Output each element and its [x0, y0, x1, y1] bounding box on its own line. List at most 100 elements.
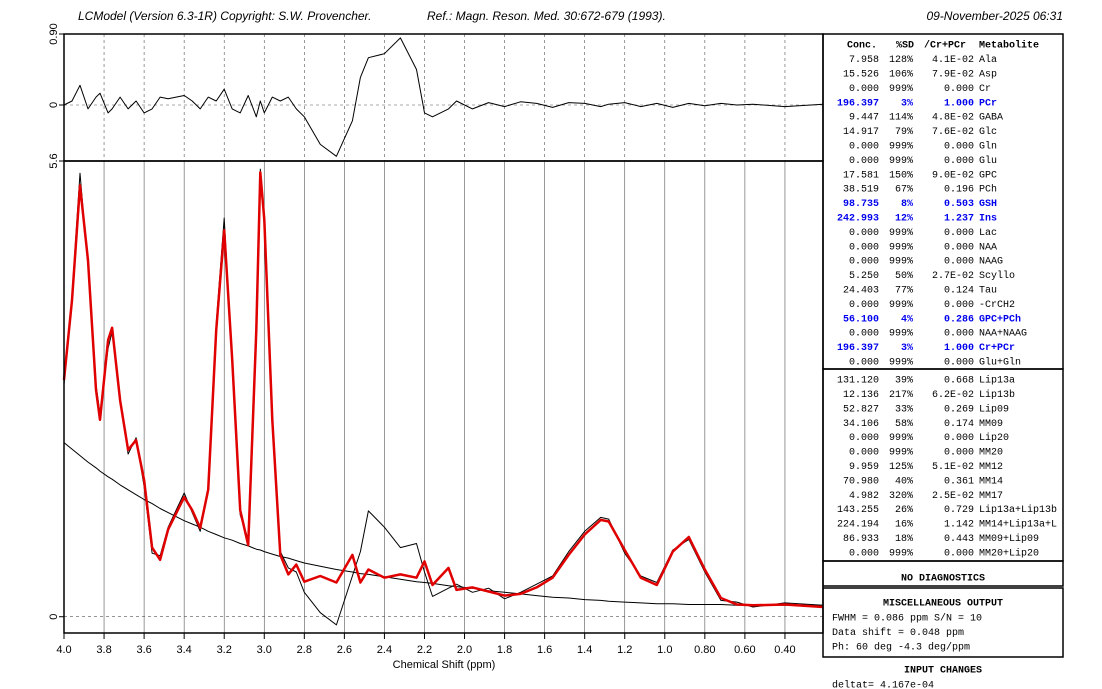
table-cell: 0.000 — [849, 242, 879, 253]
table-cell: 33% — [895, 404, 913, 415]
table-cell: 9.959 — [849, 462, 879, 473]
y-tick-label: 0 — [48, 102, 60, 108]
table-cell: 56.100 — [843, 314, 879, 325]
x-tick-label: 3.6 — [136, 644, 151, 656]
table-header: Conc. — [847, 41, 877, 52]
date: 09-November-2025 06:31 — [926, 9, 1063, 23]
table-cell: 2.5E-02 — [932, 491, 974, 502]
table-cell: 114% — [889, 113, 913, 124]
table-cell: 999% — [889, 329, 913, 340]
table-cell: 0.124 — [944, 286, 974, 297]
table-cell: 131.120 — [837, 376, 879, 387]
table-cell: 0.000 — [849, 433, 879, 444]
plot-frame — [63, 160, 824, 634]
plot-frame — [63, 33, 824, 162]
table-cell: 16% — [895, 520, 913, 531]
table-cell: Cr — [979, 84, 991, 95]
x-tick-label: 2.6 — [337, 644, 352, 656]
table-cell: 0.000 — [944, 358, 974, 369]
x-tick-label: 2.0 — [457, 644, 472, 656]
y-tick-label: 0.90 — [48, 23, 60, 44]
table-cell: 106% — [889, 70, 913, 81]
input-change-line: deltat= 4.167e-04 — [832, 680, 934, 689]
table-cell: 86.933 — [843, 534, 879, 545]
table-cell: 34.106 — [843, 419, 879, 430]
table-cell: 196.397 — [837, 98, 879, 109]
table-cell: -CrCH2 — [979, 300, 1015, 311]
table-cell: 58% — [895, 419, 913, 430]
table-cell: 4.982 — [849, 491, 879, 502]
x-tick-label: 1.8 — [497, 644, 512, 656]
table-cell: NAAG — [979, 257, 1003, 268]
table-cell: 125% — [889, 462, 913, 473]
table-header: /Cr+PCr — [924, 40, 966, 52]
table-cell: GSH — [979, 199, 997, 210]
y-tick-label: 0 — [48, 614, 60, 620]
table-cell: 39% — [895, 376, 913, 387]
table-cell: PCr — [979, 98, 997, 109]
table-cell: 52.827 — [843, 404, 879, 415]
x-tick-label: 0.40 — [774, 644, 795, 656]
table-cell: 999% — [889, 242, 913, 253]
table-cell: PCh — [979, 184, 997, 196]
table-cell: 9.0E-02 — [932, 170, 974, 181]
table-cell: 26% — [895, 505, 913, 516]
spectrum-line — [63, 442, 823, 606]
spectrum-line — [62, 171, 824, 609]
table-cell: Scyllo — [979, 270, 1015, 282]
misc-line: Data shift = 0.048 ppm — [832, 627, 964, 639]
table-cell: 0.000 — [944, 548, 974, 559]
table-cell: 0.503 — [944, 199, 974, 210]
table-cell: GPC — [979, 170, 997, 181]
table-cell: NAA+NAAG — [979, 329, 1027, 340]
table-cell: 0.000 — [849, 548, 879, 559]
table-cell: 999% — [889, 548, 913, 559]
table-cell: 0.000 — [944, 257, 974, 268]
x-tick-label: 3.8 — [96, 644, 111, 656]
x-tick-label: 2.4 — [377, 644, 392, 656]
x-tick-label: 1.6 — [537, 644, 552, 656]
table-cell: Cr+PCr — [979, 343, 1015, 354]
diagnostics: NO DIAGNOSTICS — [901, 574, 985, 585]
table-cell: Lip13a+Lip13b — [979, 504, 1057, 516]
table-cell: 79% — [895, 127, 913, 138]
table-cell: 0.000 — [849, 329, 879, 340]
x-tick-label: 1.2 — [617, 644, 632, 656]
table-cell: 98.735 — [843, 199, 879, 210]
table-header: Metabolite — [979, 40, 1039, 52]
x-axis-label: Chemical Shift (ppm) — [393, 659, 496, 671]
table-cell: 0.000 — [849, 358, 879, 369]
table-cell: 0.000 — [849, 300, 879, 311]
table-cell: MM09+Lip09 — [979, 533, 1039, 545]
table-cell: GABA — [979, 113, 1003, 124]
spectrum-line — [63, 168, 824, 626]
table-cell: 1.142 — [944, 520, 974, 531]
table-cell: 999% — [889, 257, 913, 268]
table-cell: Lip13b — [979, 389, 1015, 401]
spectrum-line — [63, 37, 824, 157]
table-cell: 0.000 — [849, 257, 879, 268]
table-cell: 4.1E-02 — [932, 55, 974, 66]
table-cell: 1.237 — [944, 214, 974, 225]
table-cell: 5.1E-02 — [932, 462, 974, 473]
misc-title: MISCELLANEOUS OUTPUT — [883, 599, 1003, 610]
table-cell: Gln — [979, 141, 997, 153]
table-cell: MM09 — [979, 419, 1003, 430]
table-cell: Asp — [979, 70, 997, 81]
table-cell: MM20+Lip20 — [979, 547, 1039, 559]
table-cell: 196.397 — [837, 343, 879, 354]
table-cell: 0.000 — [944, 142, 974, 153]
table-cell: 4% — [901, 314, 913, 325]
table-cell: 24.403 — [843, 286, 879, 297]
table-cell: 0.729 — [944, 505, 974, 516]
table-cell: 15.526 — [843, 70, 879, 81]
table-cell: 12.136 — [843, 390, 879, 401]
table-cell: 224.194 — [837, 520, 879, 531]
x-tick-label: 2.8 — [297, 644, 312, 656]
table-cell: 3% — [901, 343, 913, 354]
reference: Ref.: Magn. Reson. Med. 30:672-679 (1993… — [427, 9, 666, 23]
table-header: %SD — [896, 41, 914, 52]
table-cell: Tau — [979, 286, 997, 297]
